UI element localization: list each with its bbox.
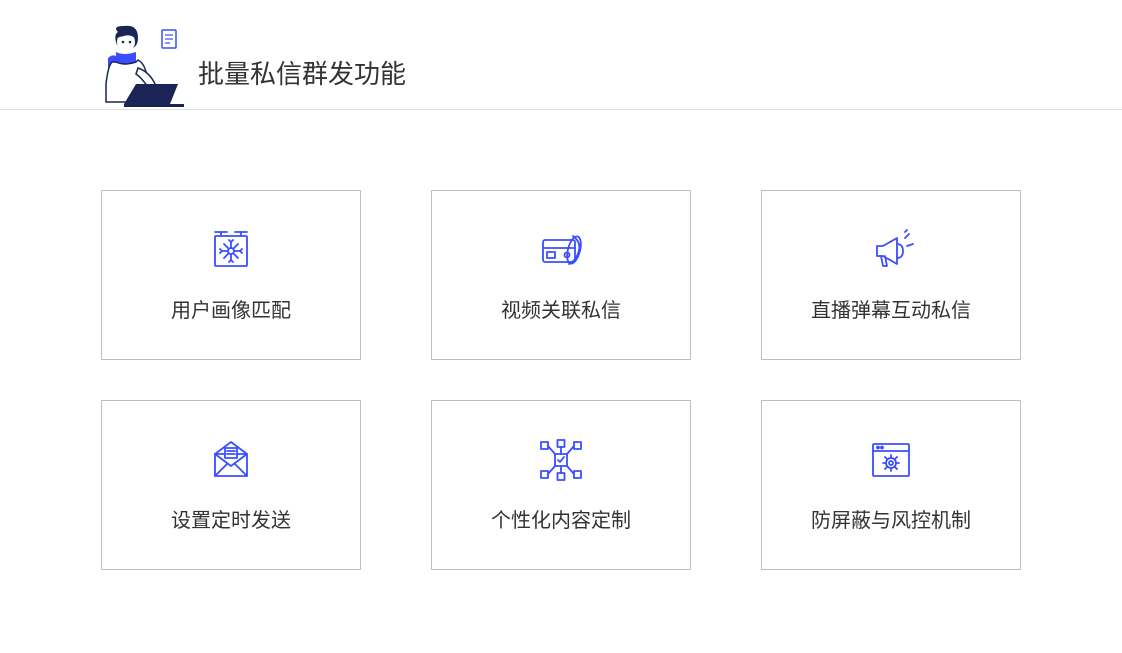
card-scheduled-send: 设置定时发送 — [101, 400, 361, 570]
feature-grid: 用户画像匹配 视频关联私信 直播弹幕互动私信 — [0, 190, 1122, 570]
header: 批量私信群发功能 — [0, 0, 1122, 110]
person-laptop-illustration — [80, 24, 190, 109]
card-label: 设置定时发送 — [171, 504, 291, 533]
card-video-link-message: 视频关联私信 — [431, 190, 691, 360]
card-label: 防屏蔽与风控机制 — [811, 504, 971, 533]
card-label: 用户画像匹配 — [171, 294, 291, 323]
card-personalized-content: 个性化内容定制 — [431, 400, 691, 570]
megaphone-icon — [867, 228, 915, 272]
envelope-icon — [207, 438, 255, 482]
network-nodes-icon — [537, 438, 585, 482]
card-label: 视频关联私信 — [501, 294, 621, 323]
card-label: 个性化内容定制 — [491, 504, 631, 533]
card-anti-block-risk-control: 防屏蔽与风控机制 — [761, 400, 1021, 570]
page-title: 批量私信群发功能 — [198, 54, 406, 109]
settings-window-icon — [867, 438, 915, 482]
card-user-profile-match: 用户画像匹配 — [101, 190, 361, 360]
video-link-icon — [537, 228, 585, 272]
card-label: 直播弹幕互动私信 — [811, 294, 971, 323]
card-live-danmu-message: 直播弹幕互动私信 — [761, 190, 1021, 360]
strategy-board-icon — [207, 228, 255, 272]
